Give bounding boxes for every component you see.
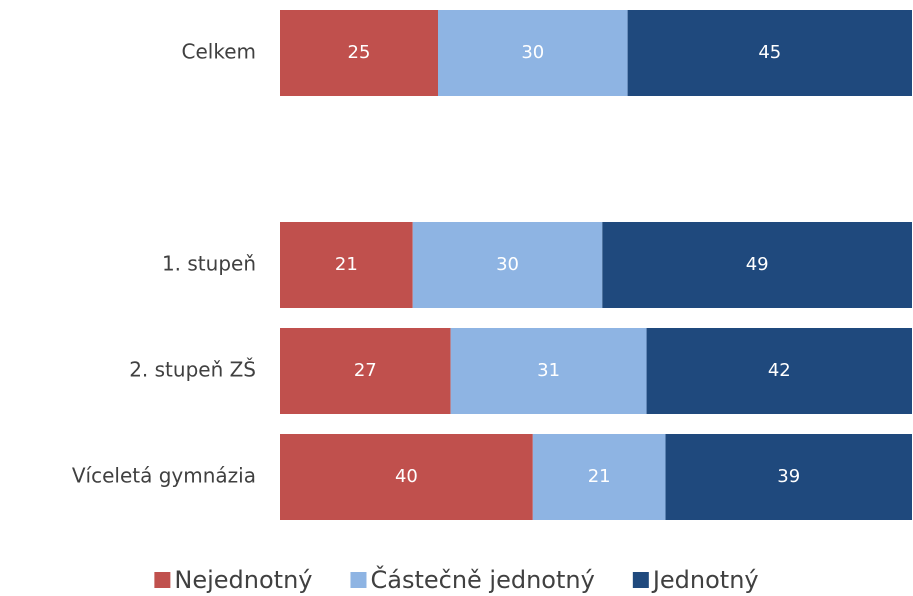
data-label: 27 (354, 360, 377, 381)
bar-segment (280, 328, 451, 414)
legend-swatch (154, 572, 171, 588)
data-label: 40 (395, 466, 418, 487)
bar-segment (602, 222, 912, 308)
bar-segment (646, 328, 912, 414)
bar-segment (532, 434, 666, 520)
legend-swatch (632, 572, 649, 588)
bar-segment (280, 10, 438, 96)
y-tick-label: Celkem (182, 40, 256, 64)
legend-label: Jednotný (651, 566, 759, 594)
bar-segment (412, 222, 603, 308)
bar-segment (665, 434, 912, 520)
data-label: 30 (496, 254, 519, 275)
legend-label: Nejednotný (174, 566, 312, 594)
bar-segment (627, 10, 912, 96)
data-label: 39 (777, 466, 800, 487)
data-label: 21 (335, 254, 358, 275)
bar-segment (438, 10, 628, 96)
bar-segment (280, 222, 413, 308)
data-label: 21 (588, 466, 611, 487)
y-tick-label: 1. stupeň (162, 252, 256, 276)
bar-segment (280, 434, 533, 520)
y-tick-label: Víceletá gymnázia (72, 464, 256, 488)
legend-swatch (350, 572, 367, 588)
data-label: 31 (537, 360, 560, 381)
legend-label: Částečně jednotný (370, 564, 594, 594)
y-tick-label: 2. stupeň ZŠ (129, 358, 256, 382)
data-label: 30 (521, 42, 544, 63)
bar-segment (450, 328, 647, 414)
data-label: 42 (768, 360, 791, 381)
data-label: 45 (758, 42, 781, 63)
data-label: 25 (348, 42, 371, 63)
data-label: 49 (746, 254, 769, 275)
